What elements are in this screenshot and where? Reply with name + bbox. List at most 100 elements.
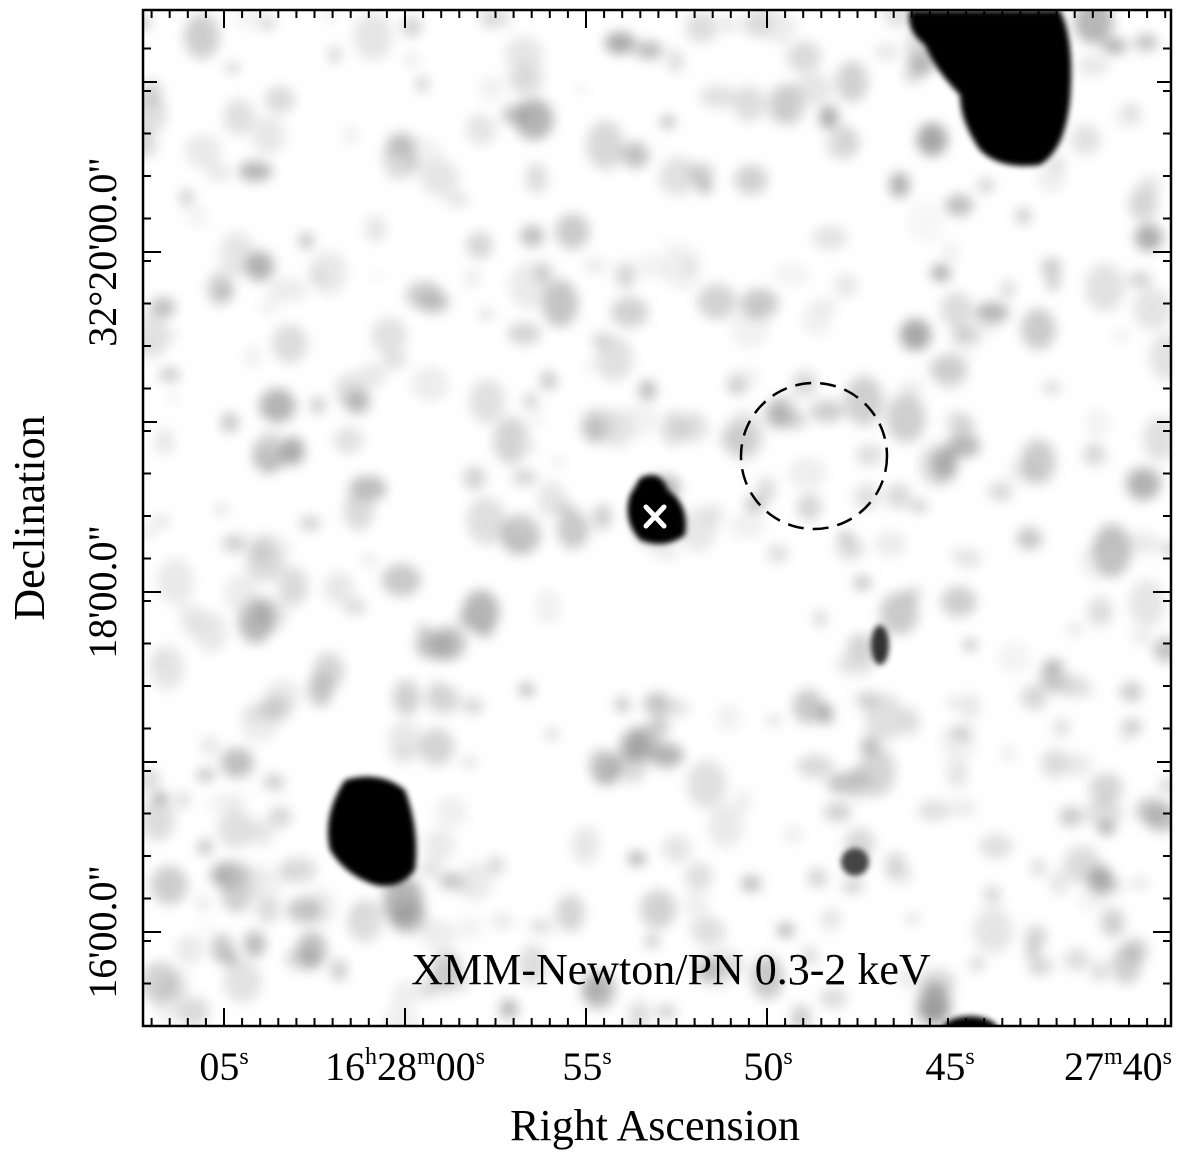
noise-blob [917, 800, 951, 822]
noise-blob [511, 469, 538, 486]
noise-blob [249, 819, 274, 846]
noise-blob [466, 497, 506, 545]
noise-blob [259, 297, 279, 316]
noise-blob [491, 912, 513, 930]
noise-blob [534, 261, 553, 284]
noise-blob [143, 961, 179, 1004]
noise-blob [393, 980, 421, 1003]
noise-blob [679, 411, 708, 443]
noise-blob [456, 915, 484, 940]
noise-blob [905, 200, 946, 244]
noise-blob [1149, 333, 1171, 381]
ra-tick-labels: 05s 16h28m00s 55s 50s 45s 27m40s [199, 1044, 1172, 1089]
noise-blob [328, 46, 342, 63]
noise-blob [259, 696, 291, 722]
noise-blob [1090, 960, 1109, 982]
noise-blob [551, 455, 565, 468]
noise-blob [983, 885, 1001, 904]
noise-blob [960, 692, 981, 721]
noise-blob [728, 365, 763, 386]
y-axis-title: Declination [5, 415, 54, 620]
noise-blob [204, 793, 240, 816]
noise-blob [659, 235, 672, 246]
noise-blob [223, 98, 255, 136]
noise-blob [360, 916, 378, 936]
noise-blob [1124, 465, 1163, 495]
noise-blob [699, 85, 738, 109]
noise-blob [323, 571, 354, 605]
noise-blob [418, 861, 434, 876]
noise-blob [917, 982, 951, 1026]
noise-blob [1089, 773, 1123, 803]
noise-blob [1031, 858, 1047, 877]
noise-blob [628, 1001, 651, 1026]
noise-blob [657, 170, 676, 193]
noise-blob [621, 141, 650, 169]
noise-blob [783, 824, 804, 845]
noise-blob [520, 441, 539, 454]
noise-blob [864, 693, 905, 742]
noise-blob [1082, 442, 1107, 467]
bottom-edge-source [943, 1016, 997, 1026]
noise-blob [278, 566, 308, 607]
noise-blob [841, 879, 865, 893]
noise-blob [819, 987, 848, 1009]
noise-blob [740, 288, 779, 320]
noise-blob [1054, 717, 1070, 738]
noise-blob [807, 867, 828, 888]
noise-blob [175, 935, 204, 965]
noise-blob [796, 493, 822, 521]
noise-blob [693, 916, 727, 948]
noise-blob [423, 829, 456, 862]
noise-blob [353, 12, 393, 61]
noise-blob [662, 835, 692, 863]
noise-blob [1121, 719, 1143, 734]
noise-blob [661, 411, 688, 446]
noise-blob [426, 684, 460, 714]
noise-blob [406, 281, 443, 310]
noise-blob [217, 809, 254, 849]
noise-blob [333, 426, 364, 455]
noise-blob [595, 335, 633, 382]
noise-blob [1085, 408, 1111, 438]
noise-blob [458, 862, 493, 902]
noise-blob [813, 610, 827, 628]
noise-blob [411, 366, 449, 402]
noise-blob [520, 225, 545, 248]
noise-blob [313, 652, 345, 691]
noise-blob [610, 296, 649, 328]
noise-blob [143, 131, 157, 158]
noise-blob [310, 396, 326, 414]
noise-blob [557, 501, 575, 515]
noise-blob [323, 10, 337, 23]
noise-blob [205, 161, 232, 183]
noise-blob [178, 604, 195, 621]
noise-blob [416, 75, 429, 93]
noise-blob [1068, 622, 1081, 637]
noise-blob [662, 243, 701, 291]
noise-blob [1071, 124, 1101, 155]
noise-blob [575, 84, 589, 93]
noise-blob [989, 487, 1012, 503]
noise-blob [299, 516, 321, 531]
axis-ticks [143, 10, 1171, 1027]
noise-blob [383, 875, 424, 928]
noise-blob [615, 262, 636, 290]
noise-blob [524, 405, 548, 428]
noise-blob [1058, 753, 1093, 776]
noise-blob [151, 791, 169, 804]
noise-blob [615, 696, 631, 713]
noise-blob [1015, 207, 1032, 225]
noise-blob [772, 262, 811, 286]
noise-blob [535, 589, 561, 625]
noise-blob [442, 186, 464, 210]
noise-blob [720, 17, 738, 33]
noise-blob [904, 586, 922, 602]
noise-blob [341, 124, 360, 147]
noise-blob [795, 72, 833, 105]
noise-blob [973, 907, 1014, 954]
noise-blob [859, 746, 896, 797]
noise-blob [884, 851, 906, 878]
noise-blob [296, 931, 327, 969]
noise-blob [238, 161, 273, 182]
